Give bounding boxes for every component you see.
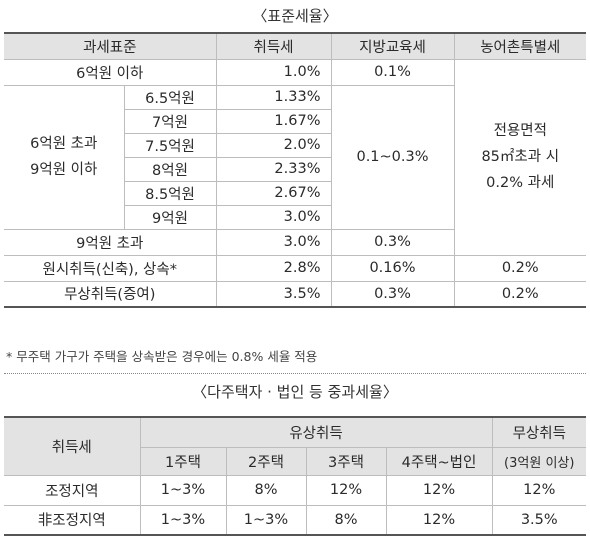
rural-rate-cell: 0.2% [453, 254, 586, 282]
sub-amount-cell: 9억원 [124, 204, 217, 230]
header-free-acquisition: 무상취득 [491, 416, 586, 448]
table-row: 원시취득(신축), 상속* 2.8% 0.16% 0.2% [4, 254, 586, 282]
mid-range-label: 6억원 초과 9억원 이하 [4, 84, 125, 230]
region-label: 조정지역 [4, 474, 141, 506]
rate-cell: 12% [491, 474, 586, 506]
sub-amount-cell: 7억원 [124, 108, 217, 134]
rate-cell: 12% [385, 474, 493, 506]
table-row: 조정지역 1~3% 8% 12% 12% 12% [4, 474, 586, 506]
mid-edu-rate-cell: 0.1~0.3% [330, 84, 454, 230]
label-cell: 6억원 이하 [4, 58, 217, 86]
rural-line: 전용면적 [493, 123, 547, 139]
table-row: 8억원 2.33% [4, 156, 586, 182]
header-rural-special-tax: 농어촌특별세 [453, 32, 586, 60]
rural-merged-cell: 전용면적 85㎡초과 시 0.2% 과세 [453, 58, 586, 256]
table-row: 6억원 초과 9억원 이하 6.5억원 1.33% 0.1~0.3% [4, 84, 586, 230]
heavy-rate-table: 취득세 유상취득 무상취득 1주택 2주택 3주택 4주택~법인 (3억원 이상… [4, 416, 586, 536]
mid-label-line: 6억원 초과 [30, 136, 98, 152]
rate-cell: 1~3% [139, 504, 227, 536]
sub-amount-cell: 7.5억원 [124, 132, 217, 158]
edu-rate-cell: 0.3% [330, 280, 455, 308]
acq-rate-cell: 1.67% [215, 108, 331, 134]
table-row: 9억원 초과 3.0% 0.3% [4, 228, 586, 256]
header-paid-acquisition: 유상취득 [139, 416, 493, 448]
acq-rate-cell: 1.33% [215, 84, 332, 110]
dotted-divider [4, 373, 586, 374]
heavy-subheader-row: 1주택 2주택 3주택 4주택~법인 (3억원 이상) [4, 446, 586, 476]
rural-line: 0.2% 과세 [486, 175, 555, 191]
standard-rate-caption: 〈표준세율〉 [252, 7, 338, 25]
header-tax-base: 과세표준 [4, 32, 217, 60]
standard-header-row: 과세표준 취득세 지방교육세 농어촌특별세 [4, 32, 586, 60]
rate-cell: 12% [385, 504, 493, 536]
label-cell: 원시취득(신축), 상속* [4, 254, 217, 282]
rate-cell: 8% [225, 474, 307, 506]
acq-rate-cell: 2.33% [215, 156, 331, 182]
header-acquisition-tax: 취득세 [215, 32, 332, 60]
edu-rate-cell: 0.16% [330, 254, 455, 282]
acq-rate-cell: 1.0% [215, 58, 332, 86]
acq-rate-cell: 2.0% [215, 132, 331, 158]
acq-rate-cell: 2.67% [215, 180, 331, 206]
table-row: 7.5억원 2.0% [4, 132, 586, 158]
subheader-4-house-corp: 4주택~법인 [385, 446, 493, 476]
rate-cell: 8% [305, 504, 387, 536]
rural-line: 85㎡초과 시 [481, 149, 560, 165]
header-acquisition-tax: 취득세 [4, 416, 141, 476]
label-cell: 무상취득(증여) [4, 280, 217, 308]
acq-rate-cell: 3.0% [215, 228, 332, 256]
table-row: 7억원 1.67% [4, 108, 586, 134]
rate-cell: 3.5% [491, 504, 586, 536]
rate-cell: 1~3% [139, 474, 227, 506]
header-local-edu-tax: 지방교육세 [330, 32, 455, 60]
sub-amount-cell: 8억원 [124, 156, 217, 182]
rate-cell: 1~3% [225, 504, 307, 536]
rural-rate-cell: 0.2% [453, 280, 586, 308]
heavy-header-row: 취득세 유상취득 무상취득 [4, 416, 586, 476]
rate-cell: 12% [305, 474, 387, 506]
table-row: 非조정지역 1~3% 1~3% 8% 12% 3.5% [4, 504, 586, 536]
subheader-3-house: 3주택 [305, 446, 387, 476]
acq-rate-cell: 3.0% [215, 204, 331, 230]
table-row: 6억원 이하 1.0% 0.1% 전용면적 85㎡초과 시 0.2% 과세 [4, 58, 586, 256]
table-row: 8.5억원 2.67% [4, 180, 586, 206]
edu-rate-cell: 0.1% [330, 58, 455, 86]
region-label: 非조정지역 [4, 504, 141, 536]
subheader-2-house: 2주택 [225, 446, 307, 476]
footnote: * 무주택 가구가 주택을 상속받은 경우에는 0.8% 세율 적용 [6, 349, 318, 364]
acq-rate-cell: 3.5% [215, 280, 332, 308]
acq-rate-cell: 2.8% [215, 254, 332, 282]
table-row: 무상취득(증여) 3.5% 0.3% 0.2% [4, 280, 586, 308]
mid-label-line: 9억원 이하 [30, 162, 98, 178]
sub-amount-cell: 8.5억원 [124, 180, 217, 206]
table-row: 9억원 3.0% [4, 204, 586, 230]
subheader-free-over-300m: (3억원 이상) [491, 446, 586, 476]
edu-rate-cell: 0.3% [330, 228, 454, 256]
heavy-rate-caption: 〈다주택자 · 법인 등 중과세율〉 [192, 383, 398, 401]
sub-amount-cell: 6.5억원 [123, 84, 217, 110]
label-cell: 9억원 초과 [4, 228, 217, 256]
standard-rate-table: 과세표준 취득세 지방교육세 농어촌특별세 6억원 이하 1.0% 0.1% 전… [4, 32, 586, 308]
subheader-1-house: 1주택 [140, 446, 227, 476]
